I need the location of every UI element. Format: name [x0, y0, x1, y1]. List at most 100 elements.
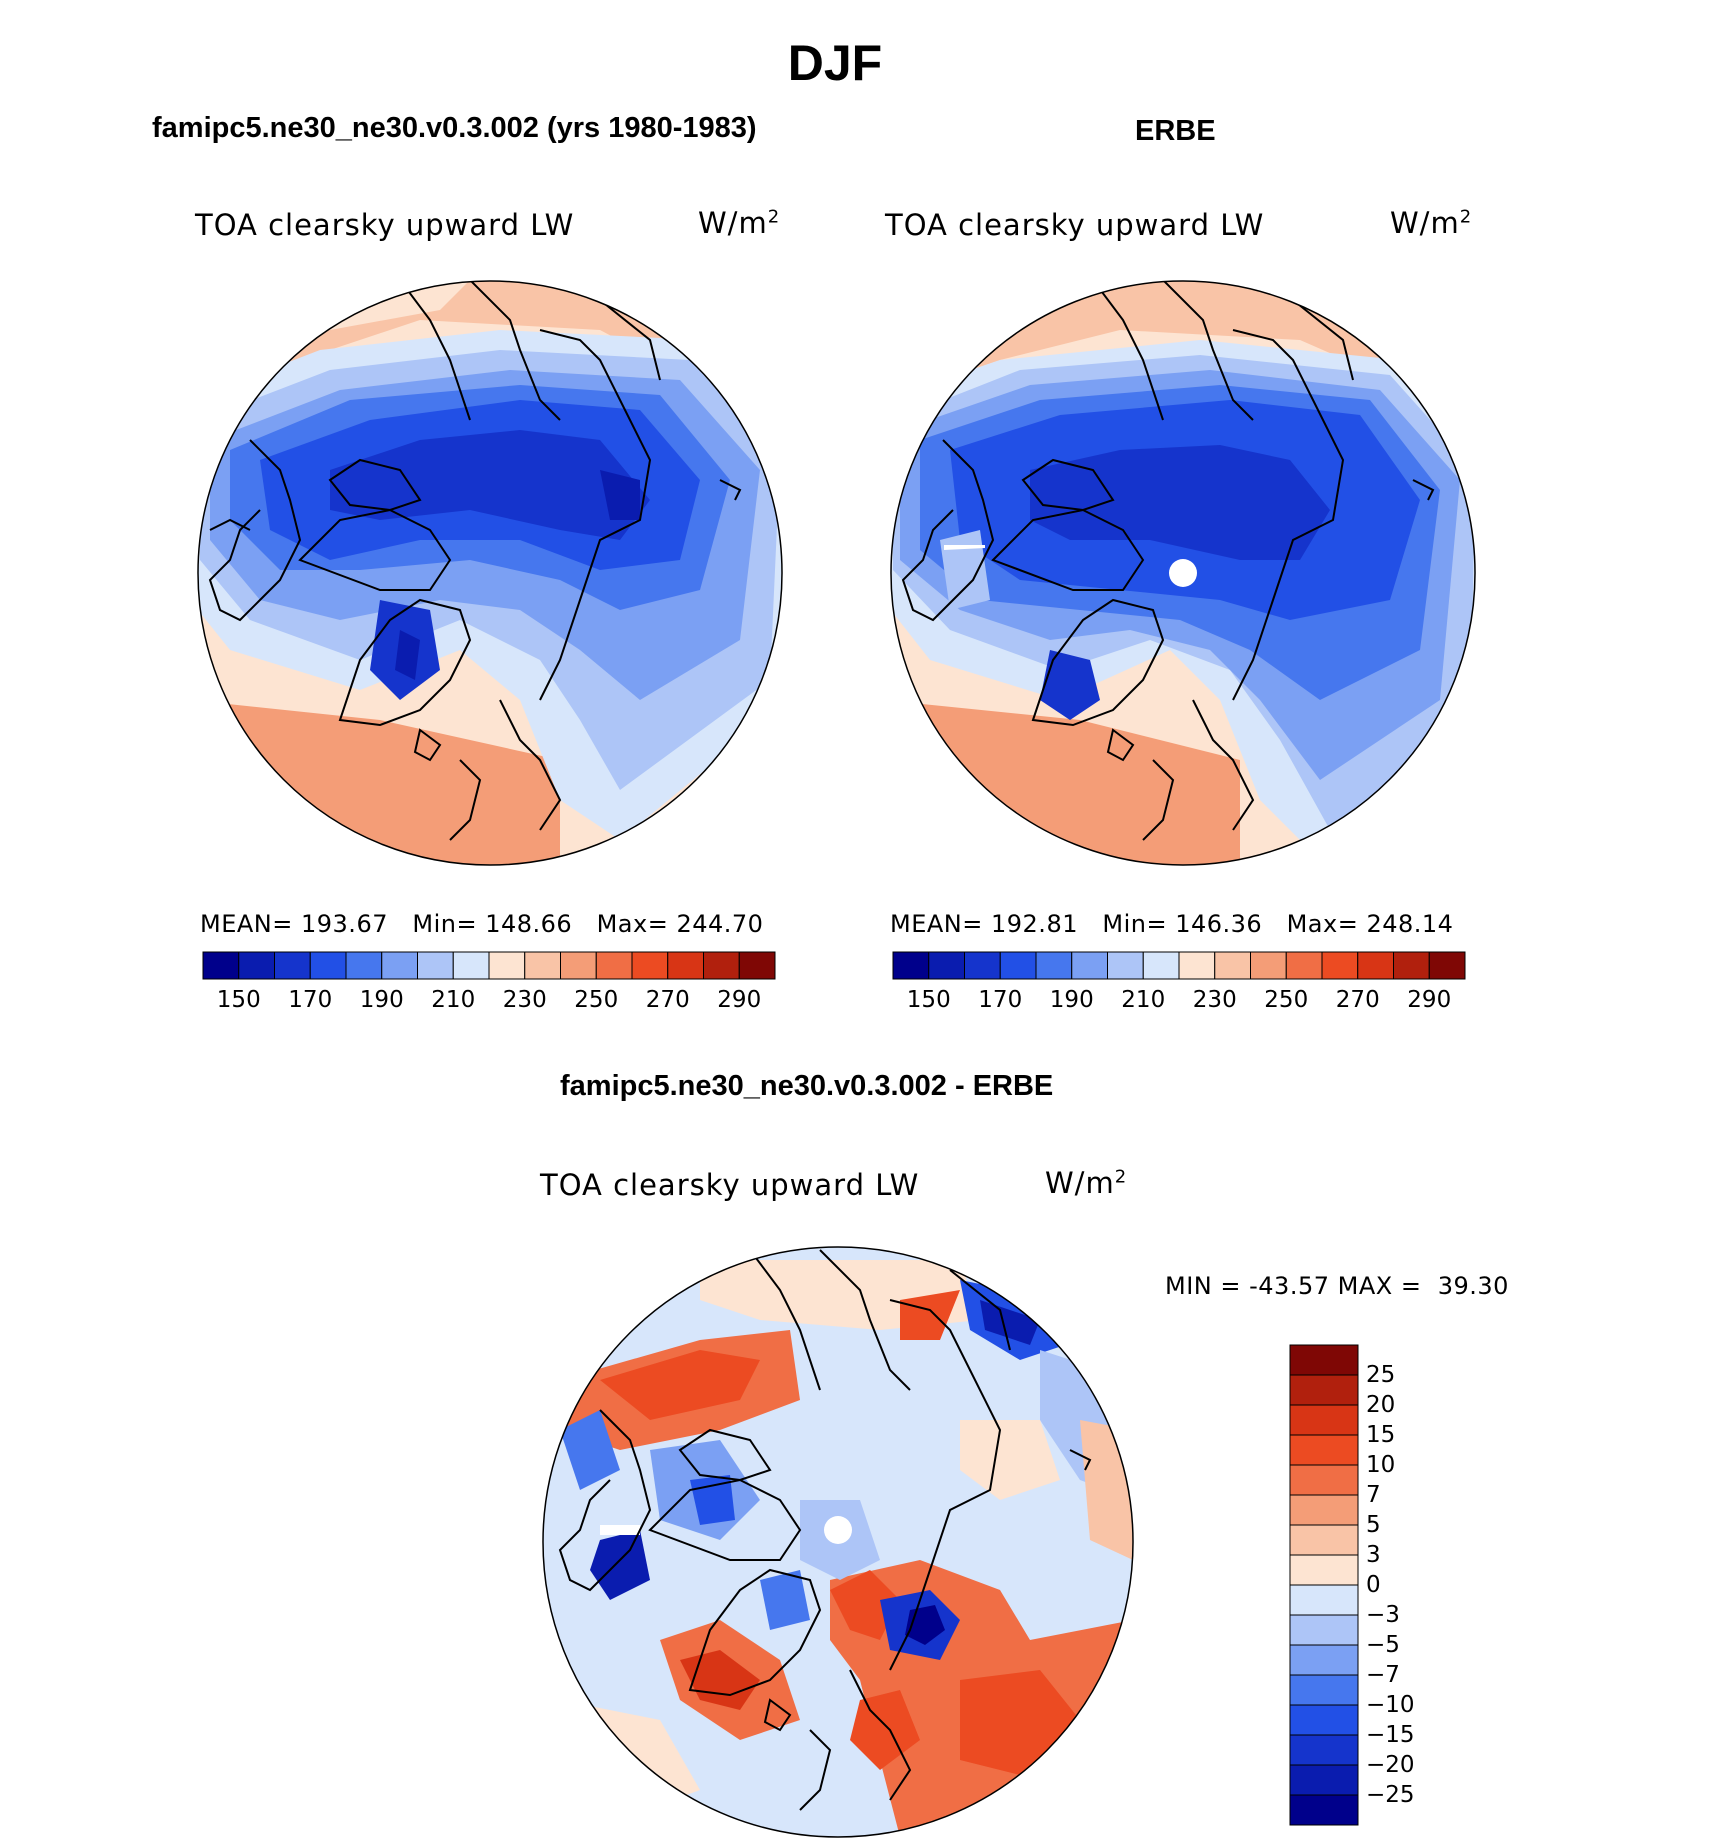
panel-2-variable-label: TOA clearsky upward LW	[885, 208, 1265, 242]
panel-1-colorbar-tick-label: 210	[431, 987, 476, 1013]
panel-1-colorbar-swatch	[560, 951, 597, 980]
panel-2-colorbar-swatch	[1321, 951, 1359, 980]
panel-1-colorbar-swatch	[345, 951, 383, 980]
panel-3-variable-label: TOA clearsky upward LW	[540, 1168, 920, 1202]
panel-3-colorbar-swatch	[1289, 1704, 1359, 1736]
panel-3-colorbar-tick-label: 0	[1366, 1572, 1381, 1598]
panel-3-colorbar-swatch	[1289, 1344, 1359, 1376]
panel-2-stats: MEAN= 192.81 Min= 146.36 Max= 248.14	[890, 910, 1454, 938]
panel-1-colorbar-swatch	[309, 951, 347, 980]
panel-2-colorbar-tick-label: 170	[978, 987, 1023, 1013]
panel-1-colorbar-tick-label: 150	[216, 987, 261, 1013]
panel-3-heading: famipc5.ne30_ne30.v0.3.002 - ERBE	[560, 1070, 1054, 1102]
panel-3-colorbar-tick-label: 3	[1366, 1542, 1381, 1568]
panel-3-colorbar-tick-label: −7	[1366, 1662, 1400, 1688]
panel-3-colorbar-tick-label: 20	[1366, 1392, 1396, 1418]
panel-1-units: W/m2	[698, 206, 781, 240]
panel-1-colorbar-tick-label: 170	[288, 987, 333, 1013]
panel-2-colorbar-swatch	[1250, 951, 1287, 980]
panel-1-colorbar-tick-label: 190	[359, 987, 404, 1013]
panel-3-map-border	[542, 1246, 1134, 1838]
panel-1-colorbar-swatch	[417, 951, 454, 980]
panel-2-colorbar-tick-label: 270	[1335, 987, 1380, 1013]
panel-3-colorbar-swatch	[1289, 1614, 1359, 1646]
panel-3-colorbar-tick-label: −15	[1366, 1722, 1415, 1748]
panel-3-units: W/m2	[1045, 1166, 1128, 1200]
panel-1-heading: famipc5.ne30_ne30.v0.3.002 (yrs 1980-198…	[152, 112, 757, 144]
panel-1-colorbar-swatch	[703, 951, 740, 980]
panel-1-colorbar-tick-label: 290	[717, 987, 762, 1013]
panel-3-map	[543, 1247, 1133, 1837]
panel-1-variable-label: TOA clearsky upward LW	[195, 208, 575, 242]
panel-2-colorbar-swatch	[1357, 951, 1394, 980]
panel-3-stats: MIN = -43.57 MAX = 39.30	[1165, 1272, 1509, 1300]
panel-2-colorbar-swatch	[1107, 951, 1144, 980]
panel-2-colorbar-swatch	[1428, 951, 1466, 980]
panel-3-colorbar-swatch	[1289, 1794, 1359, 1826]
panel-1-colorbar-tick-label: 230	[502, 987, 547, 1013]
panel-1-colorbar-tick-label: 250	[574, 987, 619, 1013]
panel-3-colorbar-swatch	[1289, 1464, 1359, 1496]
panel-2-map-border	[890, 280, 1476, 866]
panel-2-colorbar-swatch	[892, 951, 930, 980]
panel-3-colorbar-tick-label: 7	[1366, 1482, 1381, 1508]
panel-2-colorbar-tick-label: 210	[1121, 987, 1166, 1013]
panel-1-colorbar-swatch	[202, 951, 240, 980]
panel-1-colorbar-swatch	[488, 951, 526, 980]
panel-2-colorbar-tick-label: 230	[1192, 987, 1237, 1013]
panel-2-colorbar-swatch	[1285, 951, 1323, 980]
panel-3-colorbar-tick-label: −5	[1366, 1632, 1400, 1658]
panel-2-colorbar-tick-label: 290	[1407, 987, 1452, 1013]
panel-2-colorbar-swatch	[928, 951, 965, 980]
panel-3-colorbar-swatch	[1289, 1644, 1359, 1676]
panel-3-colorbar-tick-label: −20	[1366, 1752, 1415, 1778]
panel-1-colorbar-swatch	[524, 951, 561, 980]
panel-1-map	[198, 281, 782, 865]
panel-3-colorbar-swatch	[1289, 1674, 1359, 1706]
panel-1-colorbar-swatch	[738, 951, 776, 980]
panel-3-colorbar-swatch	[1289, 1554, 1359, 1586]
panel-1-colorbar-swatch	[381, 951, 418, 980]
panel-3-colorbar-tick-label: −10	[1366, 1692, 1415, 1718]
panel-2-heading: ERBE	[1135, 115, 1216, 147]
panel-3-colorbar	[1289, 1344, 1359, 1826]
panel-2-colorbar-tick-label: 190	[1049, 987, 1094, 1013]
panel-1-colorbar-swatch	[238, 951, 275, 980]
panel-3-colorbar-swatch	[1289, 1494, 1359, 1526]
main-title: DJF	[787, 35, 883, 91]
panel-2-colorbar-swatch	[1142, 951, 1180, 980]
panel-3-colorbar-swatch	[1289, 1374, 1359, 1406]
panel-3-colorbar-tick-label: 10	[1366, 1452, 1396, 1478]
panel-1-colorbar-swatch	[631, 951, 669, 980]
panel-1-colorbar-swatch	[595, 951, 633, 980]
panel-3-colorbar-tick-label: 5	[1366, 1512, 1381, 1538]
panel-2-colorbar-swatch	[999, 951, 1037, 980]
panel-2-colorbar-swatch	[1071, 951, 1108, 980]
panel-1-stats: MEAN= 193.67 Min= 148.66 Max= 244.70	[200, 910, 764, 938]
panel-3-colorbar-swatch	[1289, 1584, 1359, 1616]
panel-3-colorbar-tick-label: −25	[1366, 1782, 1415, 1808]
panel-1-colorbar-swatch	[274, 951, 311, 980]
panel-1-colorbar-swatch	[667, 951, 704, 980]
panel-3-colorbar-swatch	[1289, 1404, 1359, 1436]
panel-3-colorbar-tick-label: 15	[1366, 1422, 1396, 1448]
panel-3-colorbar-swatch	[1289, 1764, 1359, 1796]
panel-3-colorbar-tick-label: −3	[1366, 1602, 1400, 1628]
panel-2-colorbar-tick-label: 150	[906, 987, 951, 1013]
panel-2-colorbar-swatch	[1214, 951, 1251, 980]
panel-2-colorbar-swatch	[964, 951, 1001, 980]
panel-3-colorbar-swatch	[1289, 1734, 1359, 1766]
panel-1-colorbar	[202, 951, 776, 980]
panel-1-map-border	[197, 280, 783, 866]
panel-2-units: W/m2	[1390, 206, 1473, 240]
panel-3-colorbar-tick-label: 25	[1366, 1362, 1396, 1388]
panel-2-colorbar-swatch	[1035, 951, 1073, 980]
panel-2-map	[891, 281, 1475, 865]
panel-3-colorbar-swatch	[1289, 1524, 1359, 1556]
panel-2-colorbar-swatch	[1178, 951, 1216, 980]
panel-3-colorbar-swatch	[1289, 1434, 1359, 1466]
panel-2-colorbar-tick-label: 250	[1264, 987, 1309, 1013]
panel-1-colorbar-swatch	[452, 951, 490, 980]
panel-1-colorbar-tick-label: 270	[645, 987, 690, 1013]
